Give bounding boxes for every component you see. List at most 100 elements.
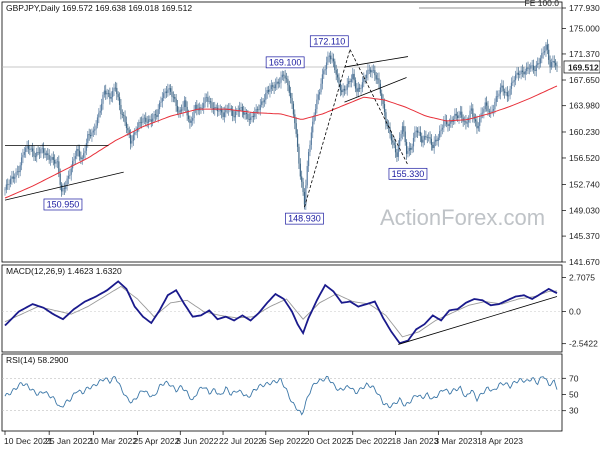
- candle-body: [101, 103, 103, 111]
- candle-body: [270, 85, 272, 90]
- rsi-y-tick-label: 30: [569, 406, 579, 416]
- candle-body: [509, 88, 511, 96]
- candle-body: [123, 114, 125, 116]
- candle-body: [415, 130, 417, 133]
- candle-body: [41, 148, 43, 150]
- candle-body: [164, 91, 166, 94]
- candle-body: [441, 127, 444, 130]
- candle-body: [314, 109, 317, 115]
- macd-line: [4, 280, 558, 345]
- candle-body: [179, 109, 181, 113]
- candle-body: [403, 126, 405, 132]
- price-y-tick-label: 141.670: [569, 257, 600, 267]
- candle-body: [78, 150, 81, 157]
- candle-body: [290, 92, 292, 99]
- candle-body: [285, 78, 288, 80]
- candle-body: [185, 100, 187, 107]
- candle-body: [189, 119, 191, 123]
- candle-body: [294, 114, 296, 124]
- candle-body: [317, 94, 319, 100]
- candle-body: [131, 140, 133, 144]
- last-price-box: [563, 60, 600, 74]
- candle-body: [472, 108, 474, 117]
- price-y-tick-label: 163.980: [569, 101, 600, 111]
- candle-body: [335, 70, 337, 75]
- candle-body: [516, 72, 518, 75]
- candle-body: [284, 75, 286, 79]
- x-tick-label: 18 Jan 2023: [392, 436, 439, 446]
- rsi-y-axis: 70 50 30: [2, 373, 579, 416]
- candle-body: [23, 151, 25, 155]
- candle-body: [256, 109, 259, 110]
- candle-body: [364, 78, 366, 79]
- candle-body: [281, 74, 283, 78]
- candle-body: [160, 101, 162, 103]
- candle-body: [494, 101, 496, 110]
- candle-body: [83, 153, 85, 158]
- candle-body: [436, 139, 438, 141]
- candle-body: [262, 101, 264, 103]
- candle-body: [99, 110, 101, 113]
- candle-body: [252, 115, 254, 117]
- candle-body: [74, 156, 76, 159]
- candle-body: [55, 162, 57, 164]
- candle-body: [377, 78, 379, 80]
- candle-body: [200, 107, 202, 109]
- candle-body: [474, 119, 477, 122]
- candle-body: [113, 87, 115, 91]
- candle-body: [287, 79, 289, 86]
- candle-body: [345, 89, 347, 91]
- candle-body: [259, 104, 261, 110]
- candle-body: [146, 121, 148, 123]
- candle-body: [139, 122, 141, 123]
- candle-body: [88, 134, 90, 136]
- candle-body: [483, 109, 485, 113]
- candle-body: [328, 55, 330, 57]
- candle-body: [85, 143, 88, 151]
- candle-body: [105, 90, 107, 95]
- candle-body: [154, 114, 157, 116]
- candle-body: [254, 113, 256, 117]
- candle-body: [62, 188, 64, 192]
- trendline-channel-bottom-left: [4, 171, 124, 201]
- candle-body: [158, 102, 161, 110]
- candle-body: [280, 77, 282, 83]
- candle-body: [367, 69, 369, 75]
- candle-body: [117, 94, 119, 98]
- candle-body: [505, 92, 507, 93]
- candle-body: [11, 176, 13, 179]
- candle-body: [541, 53, 543, 59]
- candle-body: [400, 133, 402, 138]
- candle-body: [506, 92, 508, 97]
- candle-body: [211, 102, 213, 109]
- macd-panel: MACD(12,26,9) 1.4623 1.6320 2.7075 0.0 -2.…: [1, 264, 598, 353]
- candle-body: [277, 81, 279, 84]
- candle-body: [77, 149, 79, 151]
- candle-body: [385, 112, 387, 124]
- candle-body: [182, 107, 184, 111]
- candle-body: [531, 65, 533, 67]
- candle-body: [510, 82, 513, 89]
- candle-body: [116, 87, 118, 95]
- candle-body: [526, 67, 528, 72]
- candle-body: [520, 70, 522, 74]
- trendline-rising-wedge-lower: [344, 77, 407, 103]
- candle-body: [299, 163, 301, 177]
- candle-body: [295, 123, 297, 134]
- candle-body: [394, 145, 397, 153]
- candle-body: [538, 63, 540, 64]
- candle-body: [276, 81, 278, 85]
- macd-panel-frame: [1, 264, 563, 353]
- candle-body: [143, 117, 145, 119]
- price-y-tick-label: 177.930: [569, 3, 600, 13]
- candle-body: [45, 153, 47, 156]
- candle-body: [207, 97, 209, 102]
- candle-body: [152, 118, 154, 122]
- candle-body: [118, 97, 121, 105]
- candle-body: [552, 61, 554, 63]
- candle-body: [301, 176, 303, 182]
- candle-body: [306, 166, 308, 186]
- candle-body: [502, 85, 504, 92]
- candle-body: [60, 184, 63, 192]
